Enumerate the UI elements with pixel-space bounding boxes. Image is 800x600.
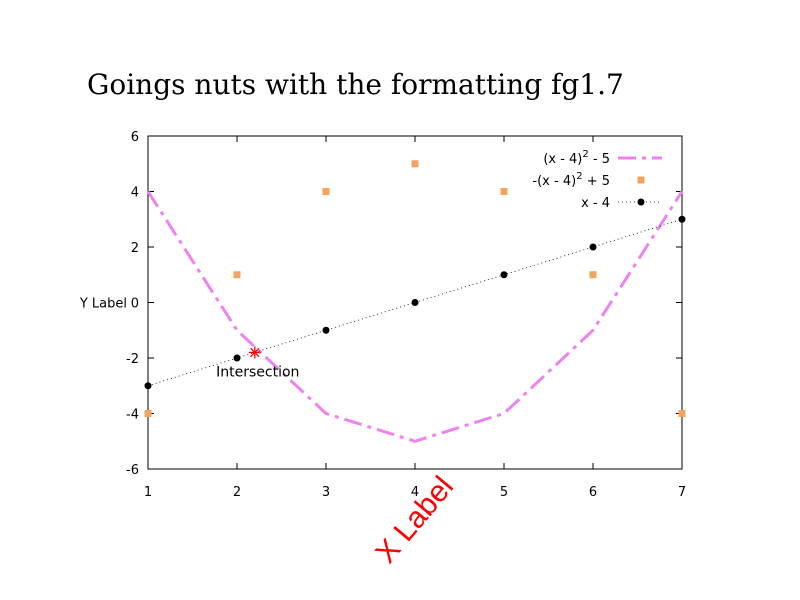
legend: (x - 4)2 - 5 -(x - 4)2 + 5 x - 4	[532, 149, 662, 211]
series-linear-point	[411, 299, 419, 306]
series-parabola-down-point	[322, 188, 330, 195]
y-tick-label: 6	[131, 130, 139, 145]
y-tick-label: 2	[131, 241, 139, 256]
series-parabola-down-point	[589, 271, 597, 279]
legend-label: (x - 4)2 - 5	[543, 149, 610, 167]
x-tick-label: 4	[411, 485, 419, 500]
series-parabola-down-point	[233, 271, 241, 279]
y-axis-label: Y Label	[79, 297, 127, 312]
x-tick-label: 6	[589, 485, 597, 500]
series-linear-point	[500, 271, 508, 279]
series-linear-point	[322, 326, 330, 334]
annotation-layer: Intersection	[216, 346, 299, 380]
y-tick-label: -6	[126, 463, 139, 478]
series-parabola-down-point	[144, 410, 152, 417]
x-tick-label: 2	[233, 485, 241, 500]
x-tick-label: 3	[322, 485, 330, 500]
intersection-star-icon	[248, 346, 261, 359]
series-linear-point	[589, 243, 597, 251]
chart-title: Goings nuts with the formatting fg1.7	[87, 68, 624, 101]
y-tick-label: 0	[131, 297, 139, 312]
series-linear-point	[144, 382, 152, 390]
series-parabola-up-line	[146, 190, 684, 443]
legend-swatch-circle	[637, 198, 645, 206]
series-parabola-down-point	[500, 188, 508, 195]
y-tick-label: 4	[131, 186, 139, 201]
annotation-label: Intersection	[216, 364, 299, 380]
legend-label: x - 4	[581, 196, 610, 211]
y-axis: -6 -4 -2 0 2 4 6	[126, 130, 682, 478]
series-linear-point	[233, 354, 241, 362]
x-tick-label: 5	[500, 485, 508, 500]
series-parabola-down-point	[411, 160, 419, 168]
series-layer	[144, 160, 686, 443]
y-tick-label: -2	[126, 352, 139, 367]
x-axis: 1 2 3 4 5 6 7	[144, 136, 686, 500]
x-tick-label: 1	[144, 485, 152, 500]
y-tick-label: -4	[126, 408, 139, 423]
legend-swatch-square	[637, 176, 645, 184]
series-linear-point	[678, 215, 686, 223]
x-tick-label: 7	[678, 485, 686, 500]
series-parabola-down-point	[678, 410, 686, 417]
legend-label: -(x - 4)2 + 5	[532, 171, 610, 189]
